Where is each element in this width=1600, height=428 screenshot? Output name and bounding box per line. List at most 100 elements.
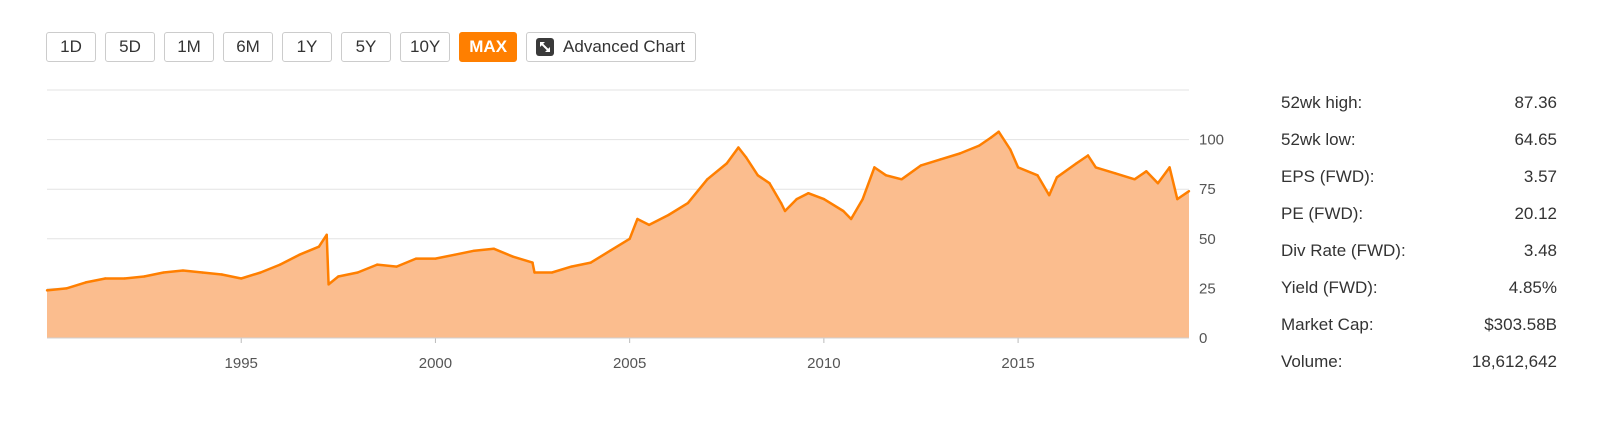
x-tick-label: 2015 — [1001, 355, 1034, 372]
time-range-bar: 1D 5D 1M 6M 1Y 5Y 10Y MAX Advanced Chart — [46, 32, 696, 62]
price-point — [220, 273, 223, 276]
y-tick-label: 50 — [1199, 231, 1216, 248]
price-point — [783, 209, 787, 213]
advanced-chart-button[interactable]: Advanced Chart — [526, 32, 696, 62]
price-point — [667, 213, 670, 217]
quote-stats-panel: 52wk high: 87.36 52wk low: 64.65 EPS (FWD): 3… — [1281, 88, 1557, 384]
price-point — [325, 233, 328, 237]
stat-value: 4.85% — [1508, 278, 1557, 297]
price-point — [298, 253, 301, 256]
range-button-1y[interactable]: 1Y — [282, 32, 332, 62]
price-point — [822, 197, 826, 201]
stat-label: EPS (FWD): — [1281, 167, 1375, 186]
price-point — [240, 277, 243, 280]
stat-row: Volume: 18,612,642 — [1281, 347, 1557, 384]
price-point — [636, 217, 639, 221]
stat-row: PE (FWD): 20.12 — [1281, 199, 1557, 236]
price-point — [356, 271, 359, 274]
stat-value: 18,612,642 — [1471, 352, 1557, 371]
price-point — [706, 178, 709, 181]
range-button-6m[interactable]: 6M — [223, 32, 273, 62]
price-point — [1094, 166, 1097, 169]
stat-row: Div Rate (FWD): 3.48 — [1281, 236, 1557, 273]
y-tick-label: 25 — [1199, 280, 1216, 297]
range-button-max[interactable]: MAX — [459, 32, 518, 62]
price-point — [45, 289, 49, 292]
stat-row: EPS (FWD): 3.57 — [1281, 162, 1557, 199]
stat-row: 52wk low: 64.65 — [1281, 125, 1557, 162]
price-point — [1176, 197, 1179, 201]
price-point — [756, 174, 760, 177]
price-point — [84, 281, 88, 284]
price-point — [259, 271, 262, 274]
price-point — [1168, 166, 1171, 169]
price-point — [795, 197, 798, 201]
price-point — [1156, 182, 1160, 185]
price-point — [201, 271, 204, 274]
price-point — [453, 253, 457, 256]
price-line — [46, 130, 1190, 292]
range-button-5y[interactable]: 5Y — [341, 32, 391, 62]
price-point — [375, 263, 379, 266]
price-point — [317, 245, 321, 248]
price-point — [181, 269, 185, 272]
stat-label: Market Cap: — [1281, 315, 1374, 334]
price-point — [873, 166, 876, 169]
price-point — [1075, 162, 1078, 165]
price-point — [989, 136, 993, 139]
price-point — [842, 209, 845, 213]
price-point — [589, 261, 593, 264]
price-point — [123, 277, 126, 280]
price-point — [737, 146, 740, 149]
range-button-1d[interactable]: 1D — [46, 32, 96, 62]
price-point — [997, 130, 1000, 133]
price-point — [1133, 178, 1136, 181]
stat-label: 52wk low: — [1281, 130, 1356, 149]
price-point — [1047, 193, 1051, 197]
stat-label: Yield (FWD): — [1281, 278, 1378, 297]
stat-label: Volume: — [1281, 352, 1343, 371]
price-point — [492, 247, 495, 250]
price-point — [978, 144, 981, 147]
price-point — [395, 265, 398, 268]
stat-row: 52wk high: 87.36 — [1281, 88, 1557, 125]
price-point — [725, 162, 728, 165]
stat-value: $303.58B — [1484, 315, 1557, 334]
stat-row: Market Cap: $303.58B — [1281, 310, 1557, 347]
price-point — [779, 201, 783, 205]
y-tick-label: 0 — [1199, 330, 1207, 347]
stat-label: Div Rate (FWD): — [1281, 241, 1406, 260]
price-point — [533, 271, 536, 274]
price-point — [884, 174, 888, 177]
range-button-10y[interactable]: 10Y — [400, 32, 451, 62]
price-point — [414, 257, 418, 260]
price-point — [434, 257, 437, 260]
price-point — [1145, 170, 1148, 173]
range-button-5d[interactable]: 5D — [105, 32, 155, 62]
y-tick-label: 75 — [1199, 181, 1216, 198]
price-point — [744, 156, 748, 159]
stat-value: 3.48 — [1523, 241, 1557, 260]
price-point — [570, 265, 573, 268]
range-button-1m[interactable]: 1M — [164, 32, 214, 62]
price-point — [861, 197, 864, 201]
y-tick-label: 100 — [1199, 132, 1224, 149]
stat-label: 52wk high: — [1281, 93, 1363, 112]
price-point — [473, 249, 476, 252]
price-point — [958, 152, 962, 155]
price-area-fill — [47, 131, 1189, 338]
price-point — [686, 201, 690, 205]
stat-value: 3.57 — [1523, 167, 1557, 186]
price-point — [142, 275, 146, 278]
price-point — [1036, 174, 1039, 177]
x-tick-label: 2005 — [613, 355, 646, 372]
price-point — [919, 164, 923, 167]
stat-value: 20.12 — [1514, 204, 1557, 223]
x-tick-label: 2010 — [807, 355, 840, 372]
price-point — [628, 237, 631, 240]
chart-axes: 0 25 50 75 100 1995 2000 2005 2010 2015 — [47, 132, 1224, 372]
price-point — [1016, 166, 1020, 169]
stat-label: PE (FWD): — [1281, 204, 1364, 223]
price-point — [278, 263, 282, 266]
